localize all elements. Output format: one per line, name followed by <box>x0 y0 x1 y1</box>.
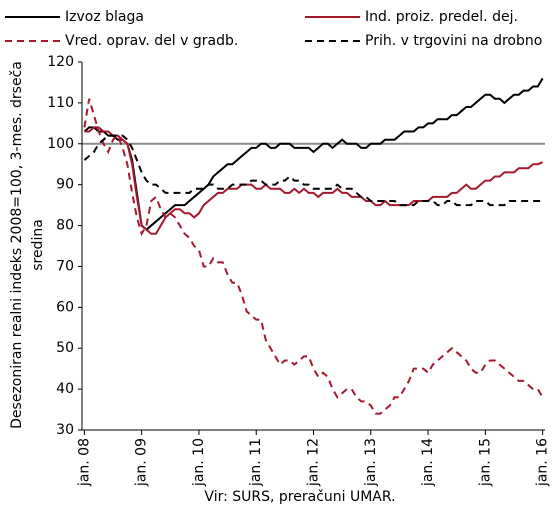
y-tick-label: 90 <box>56 177 74 193</box>
legend-label: Prih. v trgovini na drobno <box>365 33 542 49</box>
x-tick-label: jan. 13 <box>363 438 379 487</box>
y-axis-label: Desezoniran realni indeks 2008=100, 3-me… <box>9 61 25 429</box>
y-tick-label: 80 <box>56 218 74 234</box>
x-tick-label: jan. 10 <box>191 438 207 487</box>
x-tick-label: jan. 08 <box>76 438 92 487</box>
y-tick-label: 50 <box>56 340 74 356</box>
x-tick-label: jan. 15 <box>477 438 493 487</box>
y-tick-label: 30 <box>56 422 74 438</box>
y-tick-label: 100 <box>47 136 74 152</box>
x-tick-label: jan. 14 <box>420 438 436 487</box>
series-line <box>84 126 544 235</box>
y-tick-label: 120 <box>47 54 74 70</box>
x-tick-label: jan. 12 <box>306 438 322 487</box>
x-tick-label: jan. 16 <box>535 438 551 487</box>
y-tick-label: 110 <box>47 95 74 111</box>
legend-label: Izvoz blaga <box>65 9 144 25</box>
y-axis-label: sredina <box>30 219 46 271</box>
y-tick-label: 60 <box>56 299 74 315</box>
x-tick-label: jan. 09 <box>134 438 150 487</box>
x-tick-label: jan. 11 <box>248 438 264 487</box>
source-note: Vir: SURS, preračuni UMAR. <box>204 489 395 505</box>
series-line <box>83 98 544 415</box>
series-line <box>83 77 544 231</box>
legend-label: Vred. oprav. del v gradb. <box>65 33 238 49</box>
y-tick-label: 70 <box>56 258 74 274</box>
y-tick-label: 40 <box>56 381 74 397</box>
series-line <box>83 134 543 207</box>
legend-label: Ind. proiz. predel. dej. <box>365 9 518 25</box>
